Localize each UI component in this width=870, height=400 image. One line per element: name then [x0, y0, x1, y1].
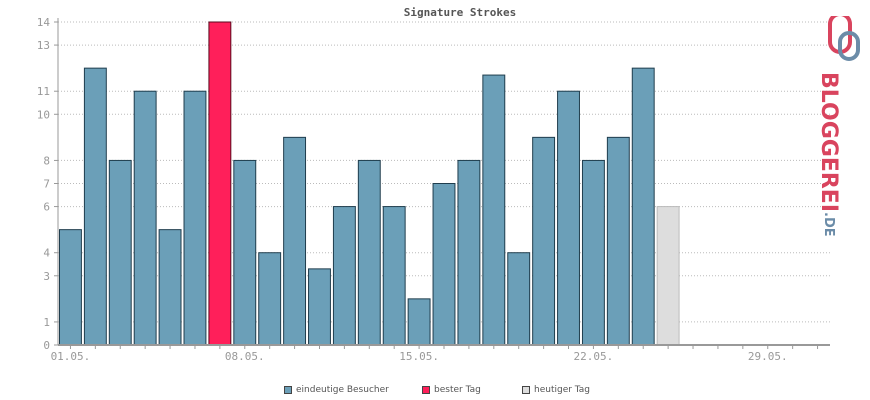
bar	[482, 74, 506, 346]
bar	[83, 67, 107, 346]
y-tick-label: 0	[43, 339, 50, 352]
chart-title: Signature Strokes	[404, 6, 517, 19]
legend-swatch-visitors	[284, 386, 292, 394]
x-tick-labels: 01.05. 08.05. 15.05. 22.05. 29.05.	[51, 350, 788, 363]
x-tick-label: 22.05.	[574, 350, 614, 363]
x-tick-label: 29.05.	[748, 350, 788, 363]
legend-item-today: heutiger Tag	[522, 385, 590, 395]
bloggerei-logo	[812, 12, 868, 216]
logo-mark-icon	[828, 12, 860, 61]
bar	[308, 268, 331, 346]
bar	[432, 183, 456, 346]
bar	[158, 229, 182, 346]
bar	[581, 159, 605, 346]
bar	[457, 159, 481, 346]
bar	[258, 252, 282, 346]
bar-today	[656, 206, 680, 346]
y-tick-label: 4	[43, 247, 50, 260]
bar	[606, 136, 630, 346]
bar	[59, 229, 82, 346]
legend-item-visitors: eindeutige Besucher	[284, 385, 389, 395]
legend-label-best-day: bester Tag	[434, 385, 481, 395]
legend-label-visitors: eindeutige Besucher	[296, 385, 389, 395]
bar	[631, 67, 655, 346]
logo-text: BLOGGEREI.DE	[813, 72, 843, 237]
y-tick-label: 14	[37, 16, 51, 29]
bar	[357, 159, 381, 346]
bar	[233, 159, 257, 346]
y-tick-label: 1	[43, 316, 50, 329]
bar	[108, 159, 132, 346]
legend-swatch-best-day	[422, 386, 430, 394]
x-tick-label: 08.05.	[225, 350, 265, 363]
bar	[557, 90, 580, 346]
legend-label-today: heutiger Tag	[534, 385, 591, 395]
y-tick-label: 7	[43, 178, 50, 191]
bar	[332, 206, 356, 346]
logo-word: BLOGGEREI	[816, 72, 841, 213]
bar	[183, 90, 207, 346]
bar-best-day	[208, 21, 232, 346]
y-tick-label: 13	[37, 39, 50, 52]
bar	[532, 136, 556, 346]
bar	[382, 206, 406, 346]
bar	[283, 136, 307, 346]
y-tick-label: 8	[43, 154, 50, 167]
axes	[54, 18, 830, 349]
x-tick-label: 15.05.	[399, 350, 439, 363]
legend-item-best-day: bester Tag	[422, 385, 481, 395]
legend-swatch-today	[522, 386, 530, 394]
y-tick-label: 11	[37, 85, 50, 98]
bar	[133, 90, 157, 346]
logo-suffix: .DE	[821, 212, 836, 237]
bar	[407, 298, 431, 346]
bars	[59, 21, 680, 346]
x-tick-label: 01.05.	[51, 350, 91, 363]
bar	[507, 252, 531, 346]
y-tick-label: 10	[37, 108, 50, 121]
legend: eindeutige Besucher bester Tag heutiger …	[0, 385, 870, 399]
y-tick-label: 6	[43, 201, 50, 214]
y-tick-label: 3	[43, 270, 50, 283]
